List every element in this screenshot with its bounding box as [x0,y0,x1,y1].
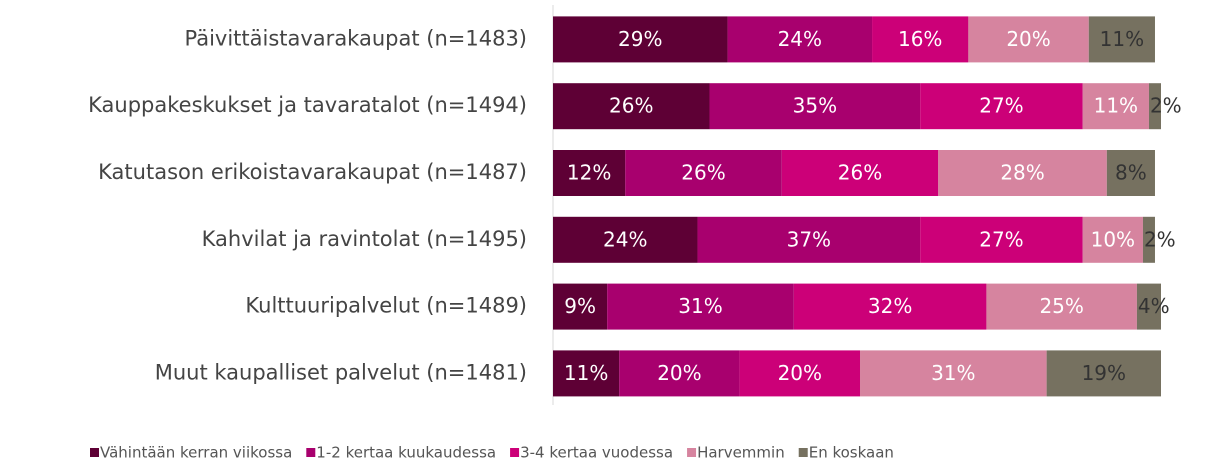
data-label: 26% [681,161,725,185]
bar-segment [1082,216,1143,263]
bar-segment [1106,150,1155,196]
legend-swatch [90,448,99,457]
data-label: 9% [564,294,596,318]
data-label: 26% [838,161,882,185]
bar-segment [709,83,921,130]
data-label: 8% [1115,161,1147,185]
category-label: Päivittäistavarakaupat (n=1483) [184,26,527,50]
legend-label: Vähintään kerran viikossa [100,444,292,462]
data-label: 25% [1039,294,1083,318]
bar-segment [553,83,710,130]
bar-segment [1148,83,1161,130]
bar-segment [1088,16,1155,63]
bar-segment [860,350,1047,397]
legend-swatch [306,448,316,457]
data-label: 11% [564,361,608,385]
category-label: Kauppakeskukset ja tavaratalot (n=1494) [88,93,527,117]
data-label: 12% [567,161,611,185]
data-label: 37% [787,227,831,251]
bar-segment [727,16,873,63]
data-label: 31% [678,294,722,318]
legend-label: 3-4 kertaa vuodessa [520,444,673,462]
bar-segment [739,350,861,397]
legend-swatch [687,448,697,457]
bar-segment [872,16,969,63]
bar-segment [1046,350,1161,397]
bar-segment [986,283,1137,330]
legend-swatch [510,448,520,457]
data-label: 20% [778,361,822,385]
bar-segment [781,150,939,196]
bar-segment [625,150,782,196]
data-label: 26% [609,94,653,118]
category-label: Kahvilat ja ravintolat (n=1495) [202,227,527,251]
bar-segment [1142,216,1155,263]
data-label: 29% [618,27,662,51]
bar-segment [968,16,1089,63]
data-label: 32% [868,294,912,318]
bar-segment [793,283,987,330]
bar-segment [920,216,1083,263]
category-label: Muut kaupalliset palvelut (n=1481) [155,360,527,384]
data-label: 20% [1006,27,1050,51]
legend-label: 1-2 kertaa kuukaudessa [316,444,496,462]
legend-swatch [798,448,808,457]
data-label: 11% [1094,94,1138,118]
bar-segment [553,283,608,330]
bar-segment [553,16,728,63]
legend-label: Harvemmin [697,444,785,462]
data-label: 27% [979,94,1023,118]
data-label: 10% [1091,227,1135,251]
bar-segment [619,350,740,397]
data-label: 28% [1000,161,1044,185]
data-label: 11% [1100,27,1144,51]
bar-segment [938,150,1107,196]
bar-segment [920,83,1083,130]
data-label: 35% [793,94,837,118]
bar-segment [553,350,620,397]
bar-segment [553,150,626,196]
category-label: Katutason erikoistavarakaupat (n=1487) [98,160,527,184]
bar-segment [1136,283,1161,330]
data-label: 4% [1138,294,1170,318]
data-label: 27% [979,227,1023,251]
data-label: 20% [657,361,701,385]
legend-label: En koskaan [809,444,894,462]
bar-segment [553,216,698,263]
data-label: 2% [1150,94,1182,118]
data-label: 2% [1144,227,1176,251]
data-label: 24% [603,227,647,251]
bar-segment [1082,83,1149,130]
category-label: Kulttuuripalvelut (n=1489) [245,294,527,318]
data-label: 31% [931,361,975,385]
data-label: 24% [778,27,822,51]
bar-segment [697,216,921,263]
data-label: 16% [898,27,942,51]
bar-segment [607,283,794,330]
data-label: 19% [1082,361,1126,385]
